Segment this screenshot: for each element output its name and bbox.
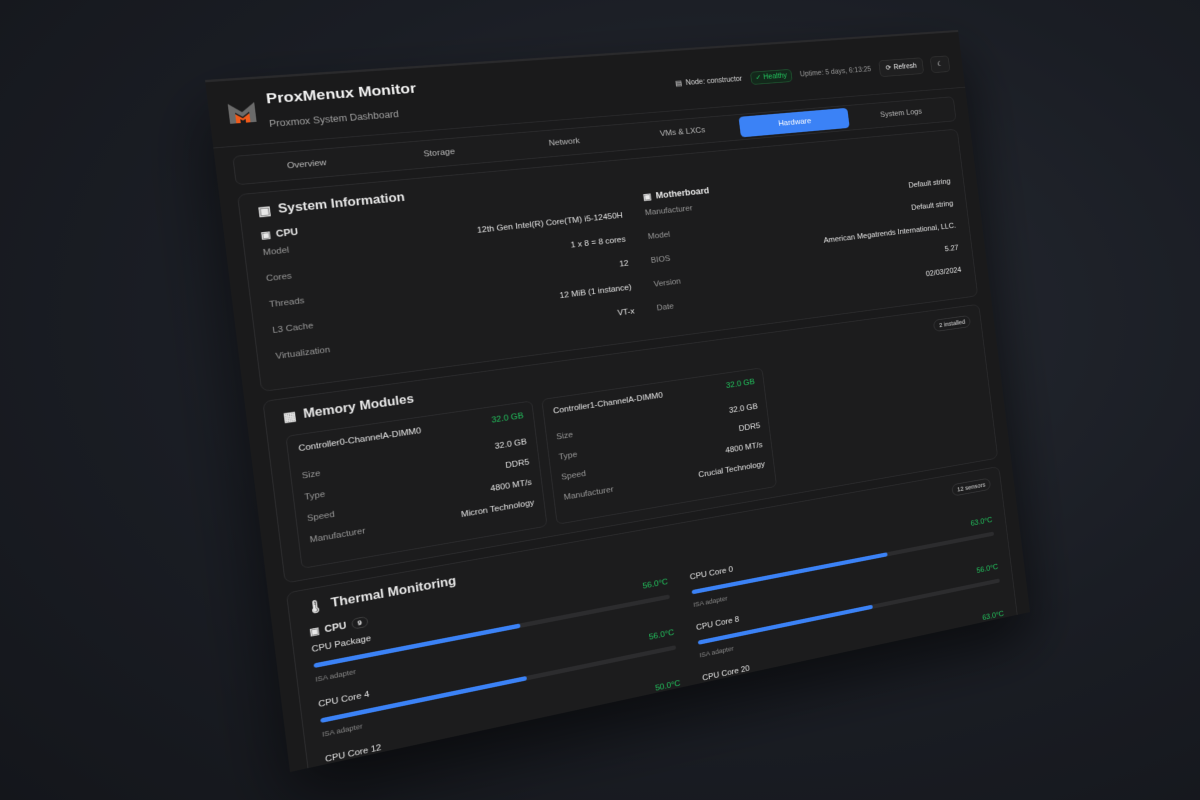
row-label: Type — [303, 489, 326, 503]
sensor-temp: 56.0°C — [976, 562, 999, 576]
status-bar: ▤ Node: constructor ✓ Healthy Uptime: 5 da… — [674, 55, 951, 92]
row-label: Size — [555, 430, 574, 442]
installed-badge: 2 installed — [933, 315, 971, 332]
row-value: 32.0 GB — [728, 402, 759, 416]
sensor-name: CPU Core 12 — [324, 743, 382, 765]
sensor-temp: 56.0°C — [642, 577, 669, 591]
sensor-temp: 63.0°C — [970, 515, 993, 528]
app-title: ProxMenux Monitor — [265, 80, 417, 108]
module-size-highlight: 32.0 GB — [725, 377, 756, 391]
module-size-highlight: 32.0 GB — [490, 411, 525, 425]
card-title: System Information — [277, 191, 406, 216]
row-value: Default string — [908, 177, 951, 190]
server-icon: ▤ — [674, 79, 683, 88]
proxmenux-logo-icon — [227, 101, 257, 124]
sensor-name: CPU Core 20 — [701, 664, 751, 683]
tab-vms-lxcs[interactable]: VMs & LXCs — [659, 125, 706, 139]
row-label: Cores — [265, 271, 293, 284]
row-label: Size — [301, 468, 322, 481]
motherboard-icon: ▣ — [642, 191, 653, 202]
sensor-name: CPU Core 0 — [689, 565, 734, 582]
theme-toggle-button[interactable]: ☾ — [929, 55, 951, 74]
check-circle-icon: ✓ — [755, 73, 762, 82]
group-count: 9 — [350, 616, 369, 630]
sensor-name: CPU Core 4 — [317, 689, 370, 710]
row-label: BIOS — [650, 254, 671, 266]
health-label: Healthy — [763, 71, 788, 82]
card-title: Memory Modules — [302, 392, 415, 421]
tab-overview[interactable]: Overview — [286, 158, 328, 171]
group-title: CPU — [323, 619, 348, 635]
app-subtitle: Proxmox System Dashboard — [268, 108, 400, 130]
cpu-section: ▣ CPU Model 12th Gen Intel(R) Core(TM) i5-… — [260, 194, 637, 378]
row-value: 12 — [618, 259, 630, 269]
row-value: VT-x — [617, 307, 636, 318]
refresh-icon: ⟳ — [885, 64, 892, 72]
cpu-chip-icon: ▣ — [260, 229, 272, 241]
node-label: Node: constructor — [685, 75, 743, 88]
moon-icon: ☾ — [936, 60, 944, 69]
row-label: Version — [653, 277, 682, 289]
row-label: Manufacturer — [644, 204, 693, 218]
node-info: ▤ Node: constructor — [675, 75, 743, 88]
row-value: 32.0 GB — [494, 437, 528, 452]
tab-network[interactable]: Network — [548, 136, 581, 148]
thermometer-icon: 🌡 — [305, 599, 326, 616]
module-name: Controller0-ChannelA-DIMM0 — [298, 426, 422, 454]
section-title: Motherboard — [655, 185, 710, 201]
row-label: Model — [262, 245, 290, 258]
sensor-temp: 56.0°C — [648, 628, 675, 642]
row-label: Type — [558, 450, 578, 462]
memory-module: Controller1-ChannelA-DIMM0 32.0 GB Size 32… — [541, 367, 777, 525]
row-value: DDR5 — [738, 421, 761, 434]
row-label: Date — [656, 302, 675, 313]
row-label: Model — [647, 230, 671, 242]
uptime: Uptime: 5 days, 6:13:25 — [799, 65, 872, 79]
row-value: 5.27 — [944, 243, 960, 254]
motherboard-section: ▣ Motherboard Manufacturer Default string M… — [642, 162, 963, 328]
health-badge: ✓ Healthy — [749, 68, 793, 85]
refresh-button[interactable]: ⟳ Refresh — [878, 57, 925, 78]
memory-icon: ▦ — [282, 409, 298, 425]
module-name: Controller1-ChannelA-DIMM0 — [552, 391, 664, 416]
section-title: CPU — [275, 226, 299, 240]
sensor-temp: 50.0°C — [654, 679, 681, 693]
refresh-label: Refresh — [893, 62, 918, 72]
tab-storage[interactable]: Storage — [423, 147, 456, 159]
brand: ProxMenux Monitor Proxmox System Dashboa… — [225, 80, 420, 133]
dashboard-window: ProxMenux Monitor Proxmox System Dashboa… — [205, 30, 1030, 772]
sensor-name: CPU Core 8 — [695, 615, 740, 633]
tab-hardware[interactable]: Hardware — [738, 107, 850, 138]
header: ProxMenux Monitor Proxmox System Dashboa… — [205, 31, 966, 149]
cpu-chip-icon: ▣ — [257, 204, 272, 219]
sensor-name: CPU Package — [311, 633, 372, 655]
memory-module: Controller0-ChannelA-DIMM0 32.0 GB Size 32… — [285, 400, 548, 569]
tab-system-logs[interactable]: System Logs — [879, 107, 923, 120]
sensor-temp: 63.0°C — [981, 609, 1005, 623]
cpu-chip-icon: ▣ — [308, 625, 321, 638]
